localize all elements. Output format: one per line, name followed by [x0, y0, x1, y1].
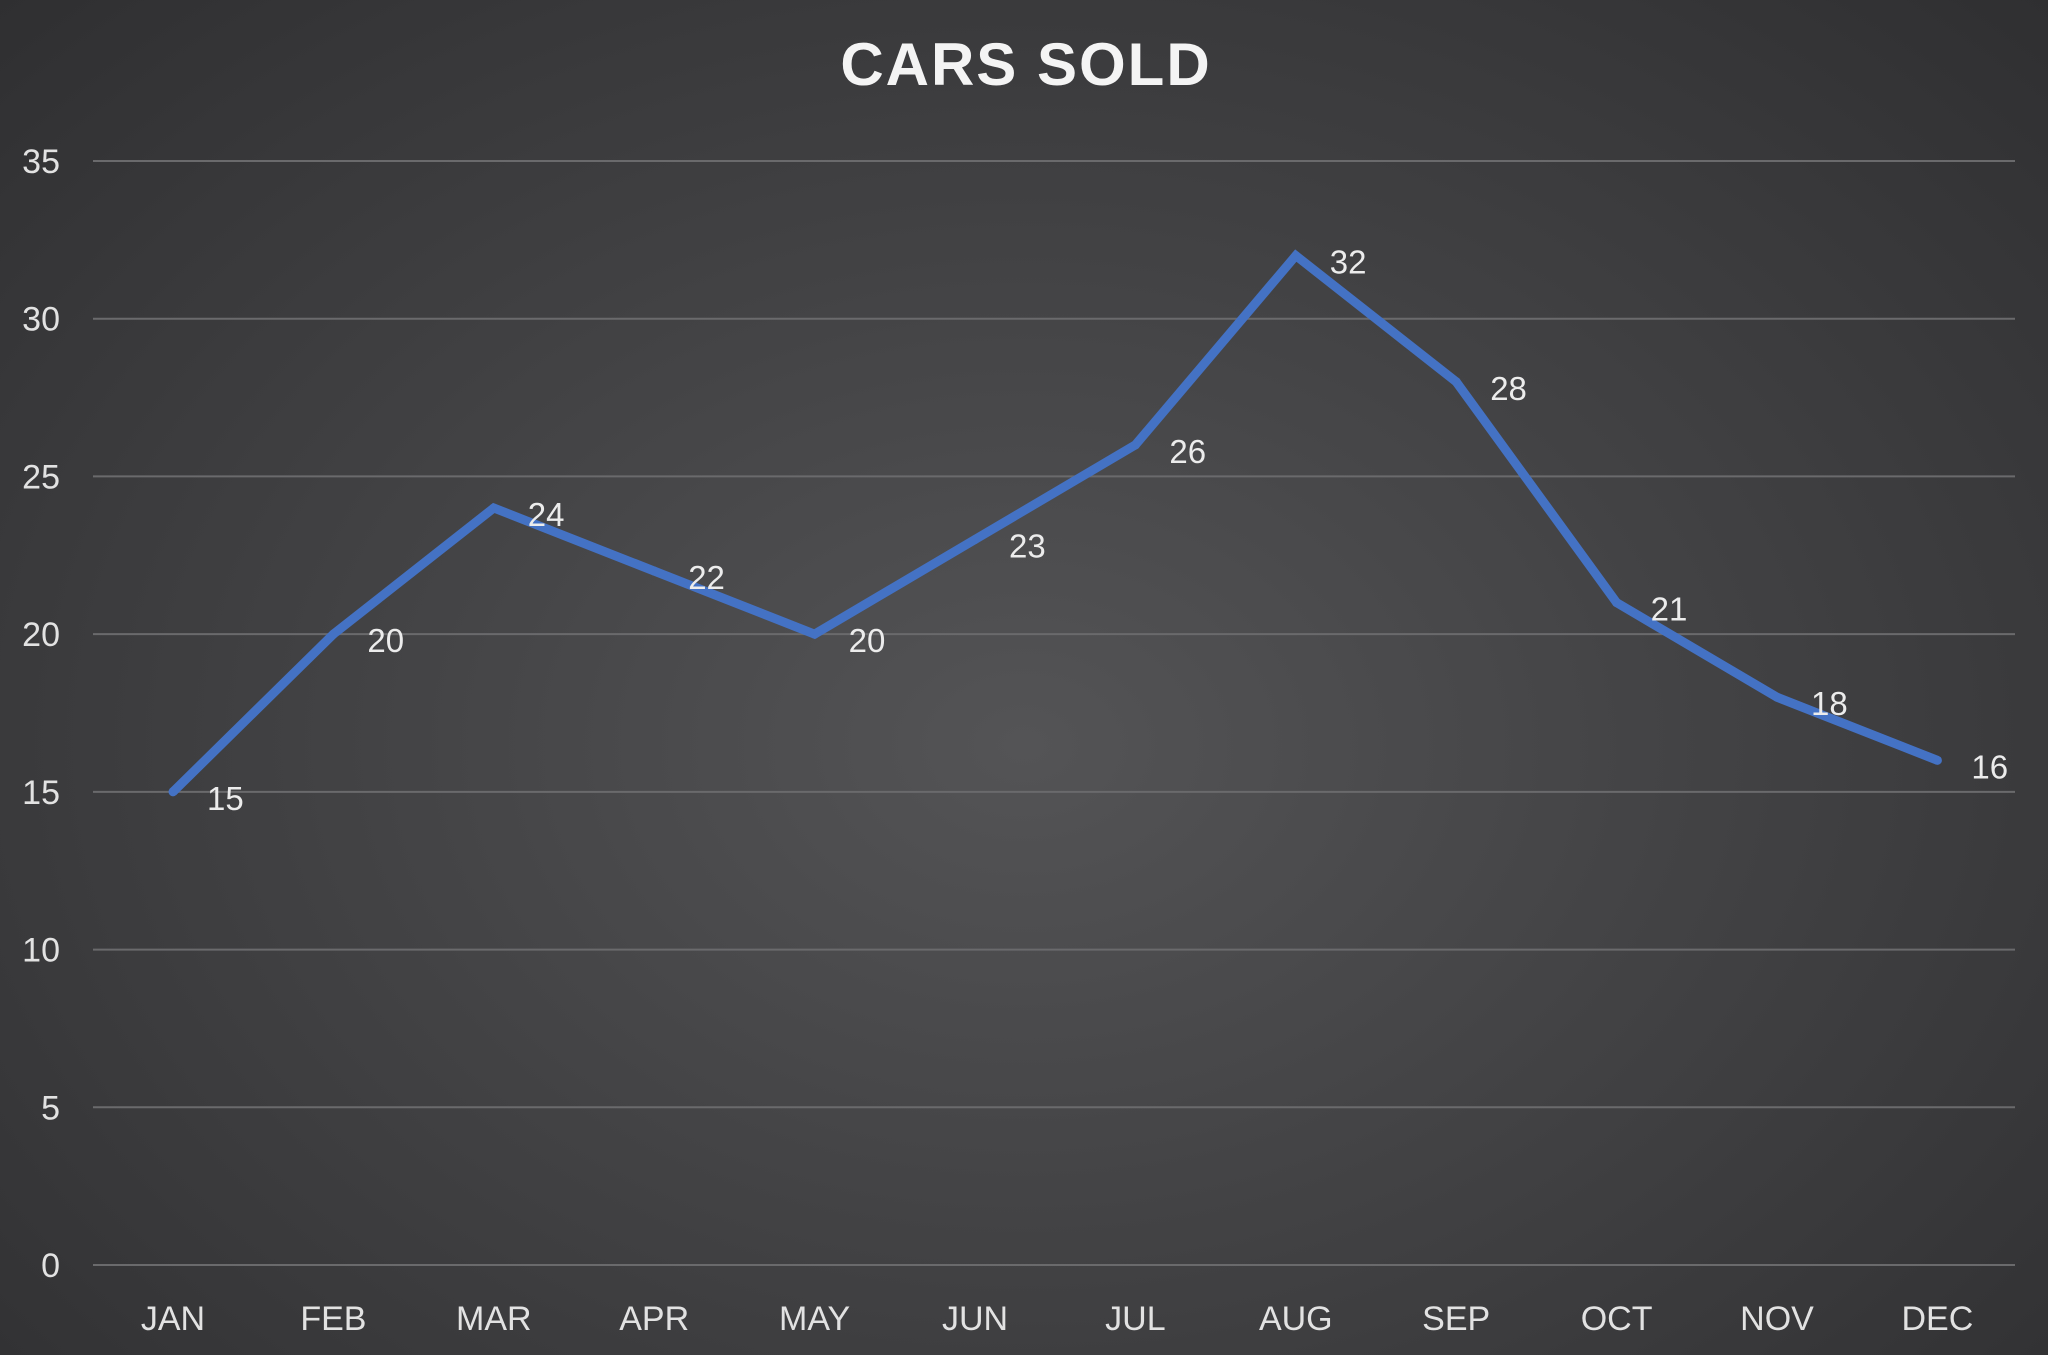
y-tick-label: 35 — [22, 143, 60, 181]
data-label: 28 — [1490, 370, 1527, 407]
data-label: 20 — [849, 622, 886, 659]
data-label: 18 — [1811, 685, 1848, 722]
data-label: 21 — [1651, 591, 1688, 628]
data-label: 20 — [367, 622, 404, 659]
x-tick-label: JUL — [1105, 1300, 1165, 1338]
x-tick-label: MAY — [779, 1300, 850, 1338]
x-tick-label: OCT — [1581, 1300, 1653, 1338]
y-tick-label: 10 — [22, 932, 60, 970]
x-tick-label: DEC — [1902, 1300, 1974, 1338]
y-tick-label: 30 — [22, 301, 60, 339]
y-tick-label: 25 — [22, 458, 60, 496]
x-axis-ticks: JAN FEB MAR APR MAY JUN JUL AUG SEP OCT NOV DEC — [141, 1300, 1973, 1338]
x-tick-label: JAN — [141, 1300, 205, 1338]
data-label: 16 — [1971, 748, 2008, 785]
data-label: 15 — [207, 780, 244, 817]
x-tick-label: MAR — [456, 1300, 532, 1338]
data-point — [1932, 755, 1942, 765]
y-tick-label: 20 — [22, 616, 60, 654]
data-point — [168, 787, 178, 797]
data-point — [1451, 377, 1461, 387]
y-tick-label: 15 — [22, 774, 60, 812]
data-point — [1772, 692, 1782, 702]
data-labels: 15 20 24 22 20 23 26 32 28 21 18 16 — [207, 244, 2008, 817]
data-point — [1291, 251, 1301, 261]
data-point — [328, 629, 338, 639]
data-point — [1612, 598, 1622, 608]
gridlines — [93, 160, 2015, 1266]
data-point — [970, 535, 980, 545]
data-label: 32 — [1330, 244, 1367, 281]
data-point — [489, 503, 499, 513]
data-label: 22 — [688, 559, 725, 596]
x-tick-label: AUG — [1259, 1300, 1333, 1338]
series-layer — [168, 249, 1942, 797]
x-tick-label: NOV — [1740, 1300, 1814, 1338]
y-tick-label: 5 — [41, 1089, 60, 1127]
y-tick-label: 0 — [41, 1247, 60, 1285]
series-line — [169, 249, 1940, 796]
data-point — [1130, 440, 1140, 450]
chart-title: CARS SOLD — [840, 31, 1211, 98]
x-tick-label: FEB — [300, 1300, 366, 1338]
data-label: 26 — [1169, 433, 1206, 470]
x-tick-label: JUN — [942, 1300, 1008, 1338]
x-tick-label: SEP — [1422, 1300, 1490, 1338]
data-label: 23 — [1009, 528, 1046, 565]
x-tick-label: APR — [619, 1300, 689, 1338]
data-point — [649, 566, 659, 576]
data-point — [810, 629, 820, 639]
y-axis-ticks: 0 5 10 15 20 25 30 35 — [22, 143, 60, 1285]
data-label: 24 — [528, 496, 565, 533]
